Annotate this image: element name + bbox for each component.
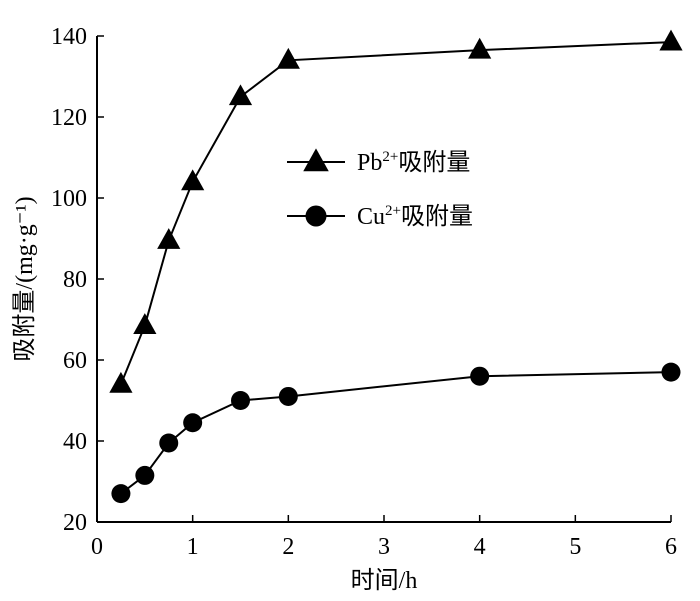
series-triangle xyxy=(109,29,683,393)
legend-label-suffix: 吸附量 xyxy=(398,149,470,176)
y-tick-label: 40 xyxy=(63,429,87,455)
y-tick-label: 80 xyxy=(63,267,87,293)
data-point-triangle xyxy=(157,228,181,249)
data-point-circle xyxy=(111,484,131,504)
legend-label: Pb2+吸附量 xyxy=(357,149,470,176)
data-point-circle xyxy=(661,362,681,382)
legend-item: Pb2+吸附量 xyxy=(287,148,470,176)
legend-label-base: Cu xyxy=(357,204,385,230)
data-point-triangle xyxy=(133,313,157,334)
x-tick-label: 0 xyxy=(91,534,103,560)
x-tick-label: 2 xyxy=(282,534,294,560)
x-ticks: 0 1 2 3 4 5 6 xyxy=(91,515,677,560)
y-tick-label: 100 xyxy=(51,186,87,212)
x-tick-label: 3 xyxy=(378,534,390,560)
y-tick-label: 60 xyxy=(63,348,87,374)
x-tick-label: 5 xyxy=(569,534,581,560)
legend-marker-triangle xyxy=(303,148,329,172)
data-point-triangle xyxy=(181,169,205,191)
legend-label-sup: 2+ xyxy=(385,203,401,219)
data-point-triangle xyxy=(276,47,300,69)
series-line xyxy=(119,41,672,385)
x-tick-label: 4 xyxy=(474,534,486,560)
x-axis-title: 时间/h xyxy=(351,567,418,594)
data-point-triangle xyxy=(109,371,133,393)
data-point-triangle xyxy=(468,37,492,59)
series-circle xyxy=(111,362,681,504)
y-tick-label: 20 xyxy=(63,510,87,536)
legend-label-sup: 2+ xyxy=(382,149,398,165)
y-ticks: 20 40 60 80 100 120 140 xyxy=(51,24,104,536)
x-tick-label: 6 xyxy=(665,534,677,560)
y-tick-label: 120 xyxy=(51,105,87,131)
data-point-circle xyxy=(183,413,203,433)
legend-label-base: Pb xyxy=(357,150,382,176)
y-tick-label: 140 xyxy=(51,24,87,50)
legend-item: Cu2+吸附量 xyxy=(287,203,473,230)
data-point-triangle xyxy=(659,29,683,51)
data-point-circle xyxy=(135,465,155,485)
legend-label: Cu2+吸附量 xyxy=(357,203,473,230)
data-point-circle xyxy=(278,386,298,406)
legend-marker-circle xyxy=(305,205,327,227)
data-point-circle xyxy=(159,433,179,453)
y-axis-title: 吸附量/(mg·g⁻¹) xyxy=(11,196,38,361)
data-point-circle xyxy=(231,391,250,410)
x-tick-label: 1 xyxy=(187,534,199,560)
series-line xyxy=(120,371,672,495)
data-point-circle xyxy=(470,366,490,386)
data-point-triangle xyxy=(228,84,253,106)
axes xyxy=(96,36,671,523)
legend-label-suffix: 吸附量 xyxy=(401,203,473,230)
series-layer xyxy=(109,29,683,504)
